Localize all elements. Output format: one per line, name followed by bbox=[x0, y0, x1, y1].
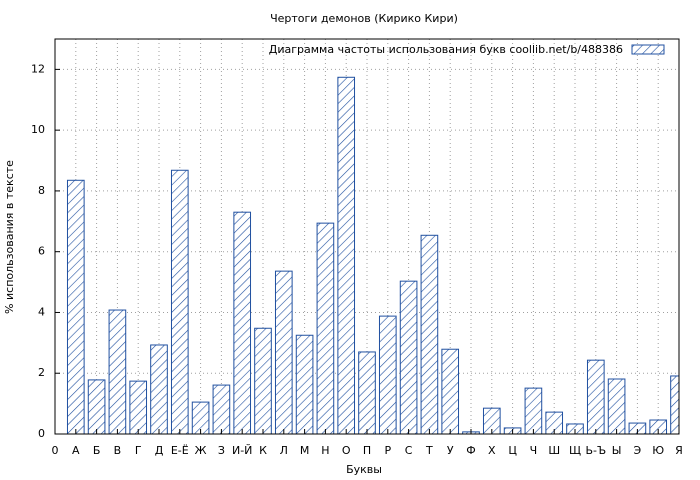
x-tick-label: Ч bbox=[530, 444, 538, 457]
x-tick-label: Ц bbox=[508, 444, 517, 457]
x-tick-label: П bbox=[363, 444, 371, 457]
x-tick-label: Б bbox=[93, 444, 101, 457]
bar bbox=[66, 179, 85, 434]
bar bbox=[170, 169, 189, 434]
bar bbox=[358, 351, 376, 434]
bar bbox=[524, 387, 543, 434]
x-tick-label: И-Й bbox=[232, 444, 252, 457]
x-tick-label: Ю bbox=[652, 444, 664, 457]
x-tick-label: 0 bbox=[52, 444, 59, 457]
x-tick-label: Е-Ё bbox=[171, 444, 189, 457]
y-tick-label: 2 bbox=[38, 366, 45, 379]
bar bbox=[129, 380, 148, 434]
x-tick-label: Л bbox=[280, 444, 288, 457]
y-tick-label: 0 bbox=[38, 427, 45, 440]
bar bbox=[545, 411, 564, 434]
x-tick-label: О bbox=[342, 444, 351, 457]
bar bbox=[108, 309, 127, 434]
x-tick-label: З bbox=[218, 444, 225, 457]
x-tick-label: Ж bbox=[195, 444, 207, 457]
bar bbox=[441, 348, 460, 434]
legend-label: Диаграмма частоты использования букв coo… bbox=[269, 43, 623, 56]
bar bbox=[566, 423, 584, 434]
x-tick-label: К bbox=[259, 444, 267, 457]
bar bbox=[150, 344, 168, 434]
chart-title: Чертоги демонов (Кирико Кири) bbox=[270, 12, 458, 25]
bar bbox=[316, 222, 335, 434]
x-tick-label: Д bbox=[155, 444, 164, 457]
x-tick-label: Ь-Ъ bbox=[585, 444, 606, 457]
x-tick-label: Щ bbox=[569, 444, 581, 457]
x-axis-label: Буквы bbox=[346, 463, 382, 476]
bar bbox=[399, 280, 418, 434]
bar bbox=[274, 270, 293, 434]
y-tick-label: 12 bbox=[31, 62, 45, 75]
bar bbox=[254, 327, 272, 434]
x-tick-label: У bbox=[447, 444, 454, 457]
x-tick-label: Э bbox=[634, 444, 642, 457]
x-tick-label: Я bbox=[675, 444, 683, 457]
x-tick-label: Ш bbox=[548, 444, 560, 457]
y-tick-label: 4 bbox=[38, 305, 45, 318]
bar bbox=[212, 384, 231, 434]
x-tick-label: Ф bbox=[466, 444, 475, 457]
bar bbox=[607, 378, 626, 434]
bar bbox=[87, 379, 106, 434]
x-tick-label: Х bbox=[488, 444, 496, 457]
x-tick-label: М bbox=[300, 444, 310, 457]
bar bbox=[295, 334, 314, 434]
x-tick-label: Т bbox=[425, 444, 433, 457]
bar bbox=[420, 234, 439, 434]
x-tick-label: Н bbox=[321, 444, 329, 457]
y-tick-label: 8 bbox=[38, 184, 45, 197]
x-tick-label: Г bbox=[135, 444, 142, 457]
x-tick-label: С bbox=[405, 444, 413, 457]
bar bbox=[191, 401, 210, 434]
y-tick-label: 6 bbox=[38, 245, 45, 258]
bar bbox=[378, 315, 397, 434]
y-tick-label: 10 bbox=[31, 123, 45, 136]
x-tick-label: Ы bbox=[612, 444, 622, 457]
x-tick-label: В bbox=[114, 444, 122, 457]
x-tick-label: А bbox=[72, 444, 80, 457]
bar bbox=[233, 211, 252, 434]
bar bbox=[586, 359, 605, 434]
x-tick-label: Р bbox=[384, 444, 391, 457]
bar bbox=[337, 76, 356, 434]
y-axis-label: % использования в тексте bbox=[3, 160, 16, 314]
bars bbox=[66, 76, 679, 434]
legend-swatch bbox=[631, 44, 665, 55]
